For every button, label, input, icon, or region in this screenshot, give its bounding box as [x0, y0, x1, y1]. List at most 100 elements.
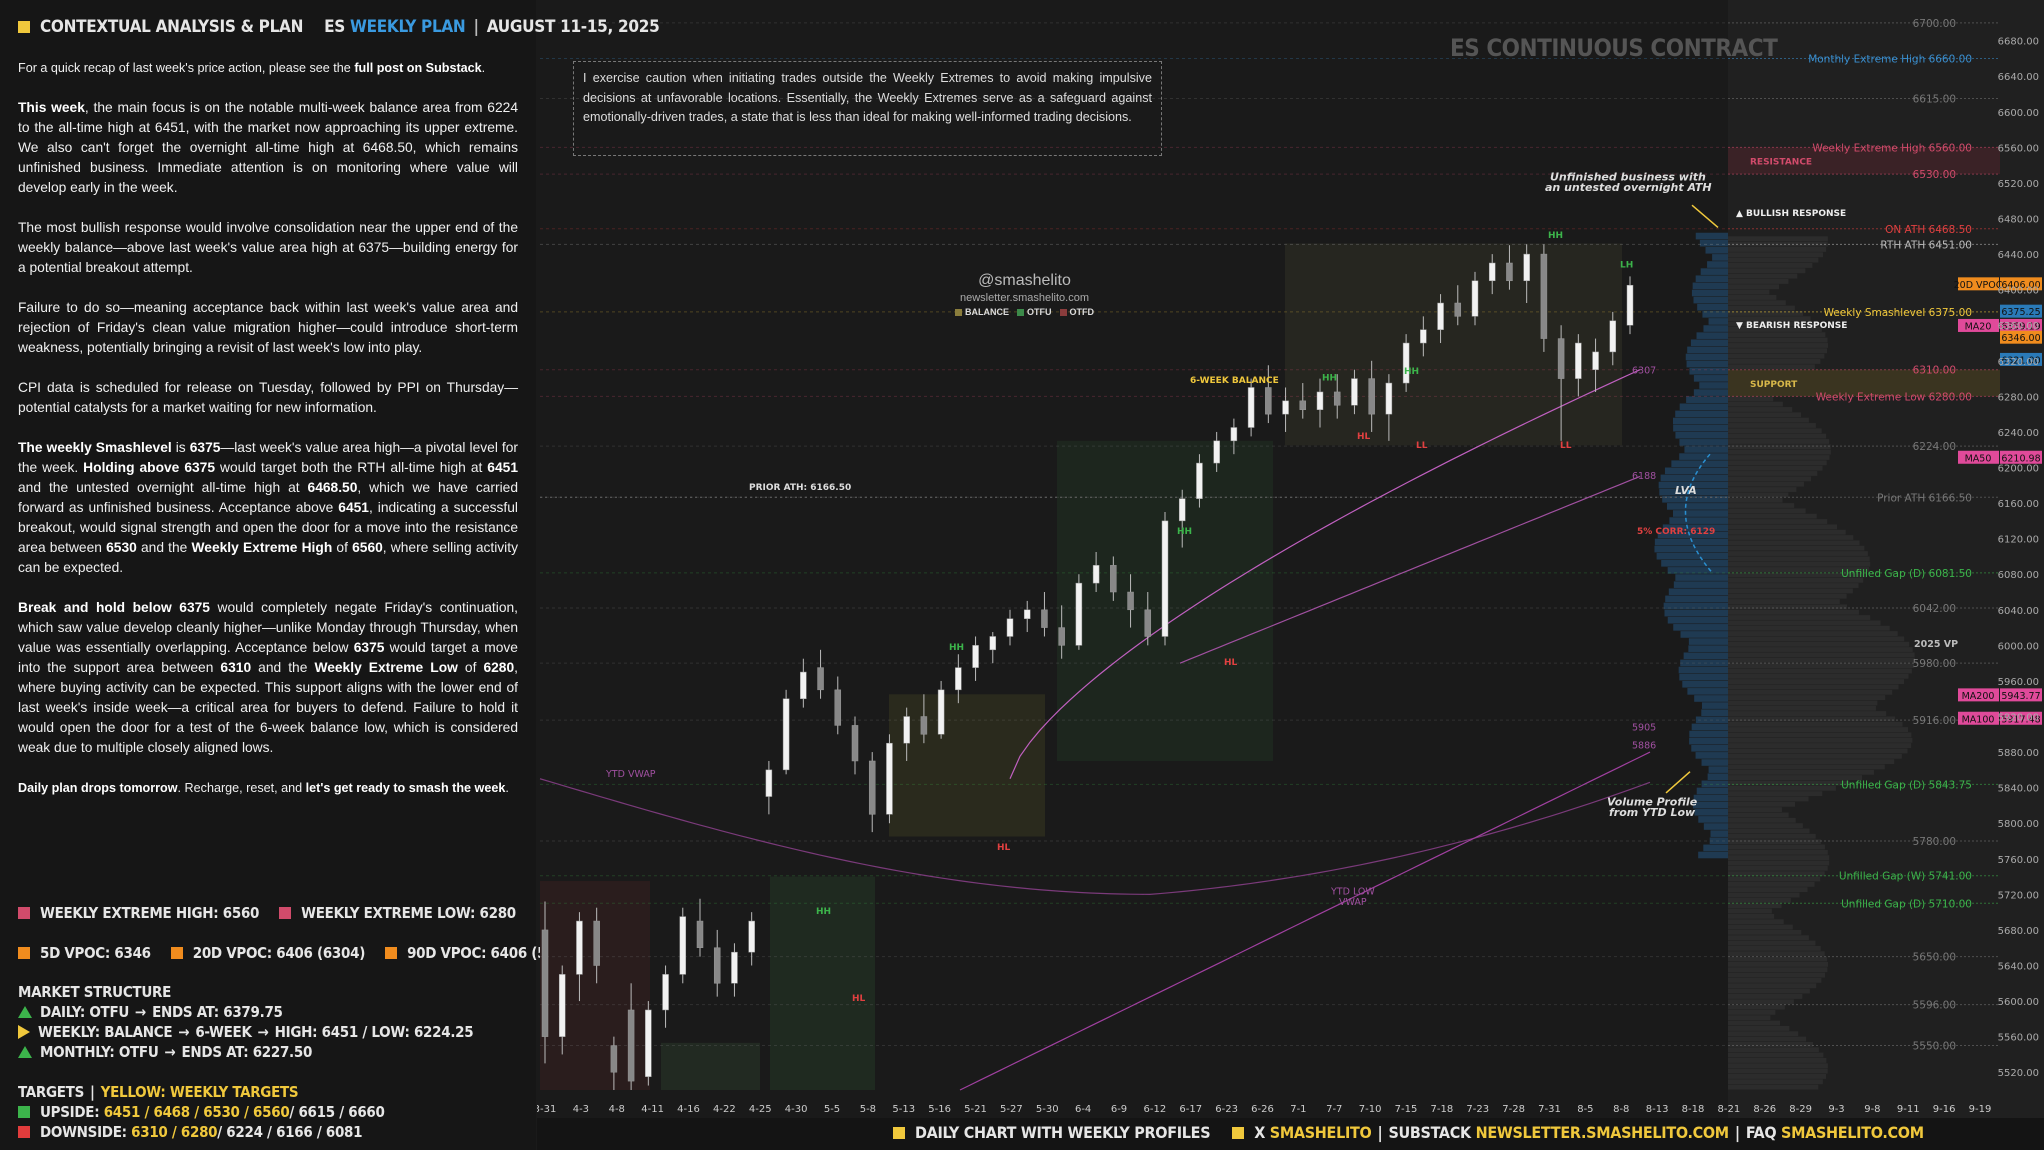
six-week-balance-box [1285, 243, 1622, 446]
volume-profile-bar [1728, 551, 1868, 556]
price-badge-value: 6346.00 [2001, 333, 2040, 344]
level-label: Unfilled Gap (D) 5843.75 [1841, 779, 1972, 791]
price-badge-label: MA50 [1965, 453, 1992, 464]
footer: DAILY CHART WITH WEEKLY PROFILES X SMASH… [893, 1123, 1924, 1142]
header-dates: AUGUST 11-15, 2025 [486, 17, 660, 37]
volume-profile-bar [1728, 972, 1826, 978]
volume-profile-bar [1728, 780, 1850, 786]
price-badge-label-bg [1958, 711, 1999, 725]
smashlevel-paragraph: The weekly Smashlevel is 6375—last week'… [18, 440, 518, 575]
candle-body [1506, 262, 1513, 282]
candle-body [886, 742, 893, 815]
header-square-icon [18, 21, 30, 33]
candle-body [1316, 391, 1324, 410]
candle-body [1471, 280, 1479, 317]
volume-profile-bar [1728, 785, 1836, 791]
header: CONTEXTUAL ANALYSIS & PLAN ES WEEKLY PLA… [18, 16, 660, 38]
x-tick-label: 6-17 [1179, 1104, 1202, 1115]
volume-profile-bar [1728, 700, 1878, 706]
candle-body [1230, 427, 1238, 442]
ytd-volume-profile-bar [1703, 844, 1728, 852]
x-handle-link[interactable]: SMASHELITO [1269, 1123, 1372, 1142]
candle-body [920, 716, 928, 735]
x-tick-label: 4-8 [609, 1104, 625, 1115]
ytd-volume-profile-bar [1694, 808, 1728, 816]
faq-link[interactable]: SMASHELITO.COM [1781, 1123, 1924, 1142]
substack-link[interactable]: full post on Substack [354, 61, 482, 75]
volume-profile-bar [1728, 961, 1829, 967]
candle-body [662, 974, 669, 1011]
y-tick-label: 6560.00 [1998, 143, 2039, 154]
volume-profile-bar [1728, 1073, 1827, 1079]
volume-profile-bar [1728, 305, 1795, 311]
vp-note-arrow [1665, 771, 1691, 794]
ytd-volume-profile-bar [1682, 680, 1728, 688]
structure-tag: LL [1416, 441, 1428, 451]
ytd-volume-profile-bar [1673, 581, 1728, 588]
volume-profile-bar [1728, 865, 1828, 871]
volume-profile-bar [1728, 967, 1828, 973]
ytd-volume-profile-bar [1697, 303, 1728, 311]
header-separator: | [473, 17, 479, 37]
candle-body [576, 920, 583, 975]
volume-profile-bar [1728, 892, 1800, 898]
level-label: Unfilled Gap (W) 5741.00 [1839, 871, 1972, 883]
x-tick-label: 7-10 [1359, 1104, 1382, 1115]
ytd-volume-profile-bar [1701, 702, 1728, 709]
support-label: SUPPORT [1750, 380, 1798, 390]
substack-url-link[interactable]: NEWSLETTER.SMASHELITO.COM [1475, 1123, 1730, 1142]
ytd-volume-profile-bar [1689, 737, 1728, 745]
ytd-volume-profile-bar [1668, 588, 1728, 596]
volume-profile-bar [1728, 465, 1823, 471]
candle-body [1041, 609, 1048, 628]
otfd-dot-icon [1059, 308, 1067, 316]
vpoc90-legend: 90D VPOC: 6406 (5916) [407, 944, 580, 962]
candle-body [1127, 591, 1134, 611]
volume-profile-bar [1728, 625, 1890, 631]
volume-profile-bar [1728, 903, 1782, 909]
targets-upside: UPSIDE: 6451 / 6468 / 6530 / 6560 / 6615… [18, 1103, 385, 1121]
volume-profile-bar [1728, 737, 1913, 743]
ytd-volume-profile-bar [1683, 652, 1728, 660]
volume-profile-bar [1728, 561, 1871, 567]
ytd-volume-profile-bar [1698, 816, 1728, 823]
candle-body [817, 667, 824, 691]
candle-body [1006, 618, 1014, 637]
ytd-volume-profile-bar [1698, 851, 1728, 859]
volume-profile-bar [1728, 444, 1831, 450]
ytd-low-vwap-label: VWAP [1339, 897, 1367, 908]
volume-profile-bar [1728, 860, 1830, 866]
volume-profile-bar [1728, 439, 1830, 444]
y-tick-label: 6240.00 [1998, 428, 2039, 439]
ytd-volume-profile-bar [1688, 645, 1728, 652]
y-tick-label: 6280.00 [1998, 392, 2039, 403]
triangle-up-icon [18, 1046, 32, 1058]
recap-paragraph: For a quick recap of last week's price a… [18, 61, 486, 75]
volume-profile-bar [1728, 615, 1871, 620]
x-tick-label: 5-16 [928, 1104, 951, 1115]
volume-profile-bar [1728, 599, 1840, 604]
ytd-volume-profile-bar [1673, 624, 1728, 631]
volume-profile-bar [1728, 668, 1912, 674]
ytd-volume-profile-bar [1686, 396, 1728, 403]
ytd-volume-profile-bar [1686, 360, 1728, 368]
ytd-volume-profile-bar [1663, 602, 1728, 610]
volume-profile-bar [1728, 732, 1912, 738]
volume-profile-bar [1728, 924, 1793, 930]
structure-tag: HH [1404, 367, 1419, 377]
y-tick-label: 6040.00 [1998, 606, 2039, 617]
footer-bar [537, 1118, 2044, 1150]
ytd-volume-profile-bar [1672, 417, 1728, 425]
prior-ath-label: PRIOR ATH: 6166.50 [749, 483, 851, 493]
ytd-volume-profile-bar [1673, 424, 1728, 432]
x-tick-label: 8-18 [1682, 1104, 1705, 1115]
level-value: 5650.00 [1913, 952, 1956, 964]
ms-weekly: WEEKLY: BALANCE → 6-WEEK → HIGH: 6451 / … [18, 1023, 474, 1041]
volume-profile-bar [1728, 273, 1798, 279]
candle-body [748, 920, 755, 953]
volume-profile-bar [1728, 567, 1870, 572]
ytd-volume-profile-bar [1691, 723, 1728, 731]
structure-tag: LL [1560, 441, 1572, 451]
ma-value-label: 5905 [1632, 723, 1656, 734]
y-tick-label: 5760.00 [1998, 855, 2039, 866]
